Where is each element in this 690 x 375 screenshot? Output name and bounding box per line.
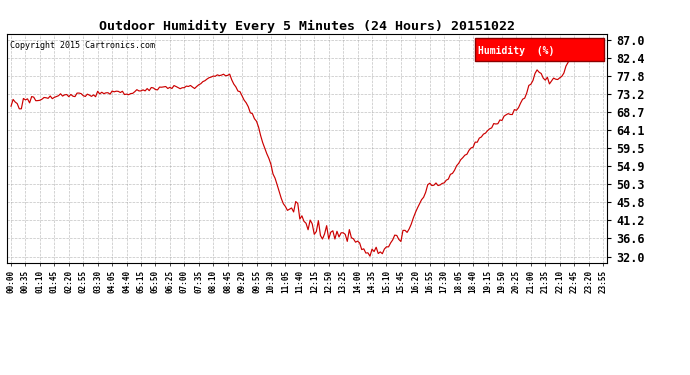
FancyBboxPatch shape: [475, 38, 604, 61]
Title: Outdoor Humidity Every 5 Minutes (24 Hours) 20151022: Outdoor Humidity Every 5 Minutes (24 Hou…: [99, 20, 515, 33]
Text: Humidity  (%): Humidity (%): [478, 46, 555, 56]
Text: Copyright 2015 Cartronics.com: Copyright 2015 Cartronics.com: [10, 40, 155, 50]
